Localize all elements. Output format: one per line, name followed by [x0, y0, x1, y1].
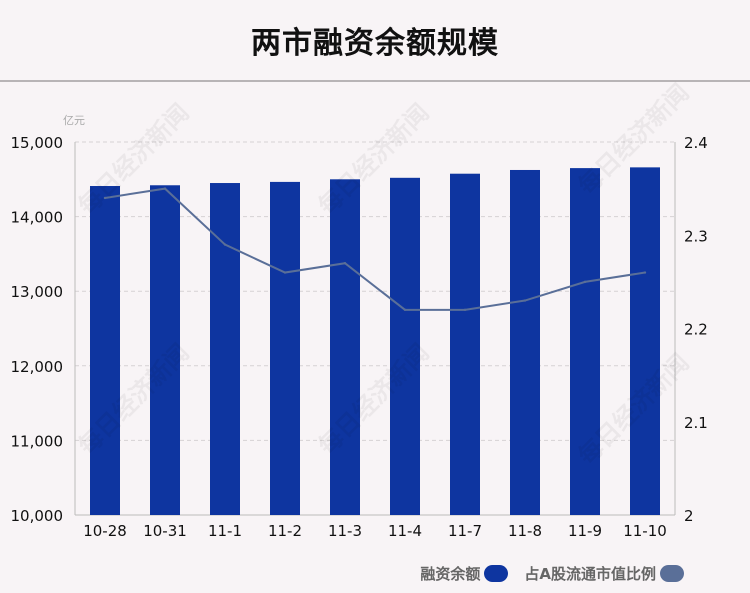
- bar: [630, 167, 660, 515]
- chart-legend: 融资余额 占A股流通市值比例: [420, 563, 684, 584]
- left-tick-label: 13,000: [11, 283, 64, 301]
- x-tick-label: 11-9: [568, 522, 602, 540]
- x-tick-label: 11-1: [208, 522, 242, 540]
- line-point: [643, 271, 647, 274]
- right-tick-label: 2.4: [684, 134, 708, 152]
- left-tick-label: 14,000: [11, 209, 64, 227]
- line-point: [163, 187, 167, 190]
- bar: [270, 181, 300, 515]
- legend-label-bar: 融资余额: [420, 565, 481, 583]
- ratio-line: [104, 187, 646, 311]
- legend-swatch-bar: [484, 565, 509, 582]
- left-axis-unit: 亿元: [63, 114, 85, 127]
- bar: [510, 169, 540, 515]
- line-point: [343, 262, 347, 265]
- legend-item-line: 占A股流通市值比例: [524, 563, 684, 584]
- title-divider: [0, 80, 750, 82]
- right-tick-label: 2.1: [684, 414, 708, 432]
- left-tick-label: 10,000: [11, 507, 64, 525]
- x-tick-label: 11-7: [448, 522, 482, 540]
- line-point: [223, 243, 227, 246]
- bar: [570, 168, 600, 516]
- right-tick-label: 2.2: [684, 321, 708, 339]
- legend-label-line: 占A股流通市值比例: [524, 565, 656, 583]
- bar: [450, 173, 480, 515]
- line-point: [283, 271, 287, 274]
- line-point: [463, 308, 467, 312]
- x-tick-label: 11-4: [388, 522, 422, 540]
- x-tick-label: 10-28: [83, 522, 127, 540]
- x-tick-label: 11-2: [268, 522, 302, 540]
- left-tick-label: 15,000: [11, 134, 64, 152]
- line-point: [583, 280, 587, 284]
- bar: [330, 179, 360, 516]
- left-tick-label: 12,000: [11, 358, 64, 376]
- legend-item-bar: 融资余额: [420, 563, 524, 584]
- bar: [150, 185, 180, 515]
- right-tick-label: 2: [684, 507, 694, 525]
- right-tick-label: 2.3: [684, 227, 708, 245]
- line-point: [103, 196, 107, 200]
- x-tick-label: 10-31: [143, 522, 187, 540]
- x-tick-label: 11-10: [623, 522, 667, 540]
- left-tick-label: 11,000: [11, 432, 64, 450]
- legend-swatch-line: [660, 565, 684, 582]
- bar: [90, 186, 120, 515]
- x-tick-label: 11-8: [508, 522, 542, 540]
- bar: [390, 177, 420, 516]
- line-point: [523, 299, 527, 302]
- line-point: [403, 308, 407, 312]
- x-tick-label: 11-3: [328, 522, 362, 540]
- bar: [210, 183, 240, 515]
- chart-title: 两市融资余额规模: [251, 26, 499, 61]
